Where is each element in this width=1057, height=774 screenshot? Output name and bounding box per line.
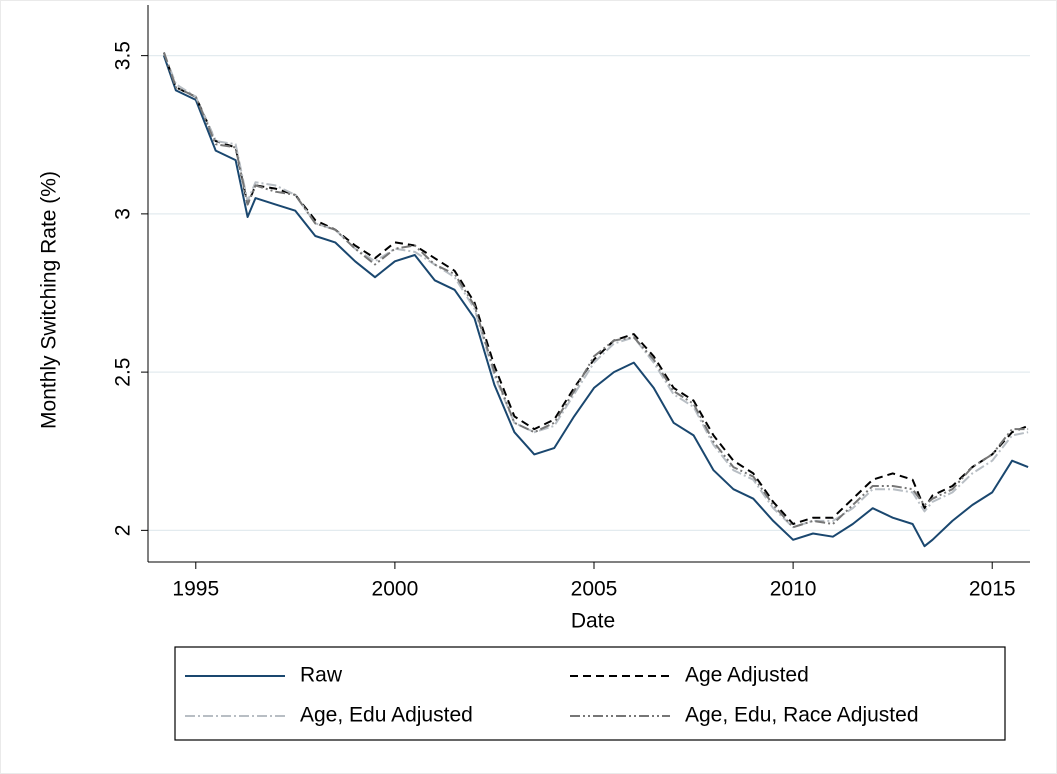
series-line <box>162 52 1029 529</box>
y-tick-label: 3.5 <box>112 41 135 70</box>
legend-label: Age Adjusted <box>685 664 809 687</box>
legend-label: Raw <box>300 664 343 687</box>
y-tick-label: 3 <box>112 208 135 220</box>
x-tick-label: 1995 <box>172 578 219 601</box>
y-tick-label: 2.5 <box>112 358 135 387</box>
x-tick-label: 2005 <box>571 578 618 601</box>
y-axis-label: Monthly Switching Rate (%) <box>38 171 61 429</box>
x-axis-label: Date <box>571 610 615 633</box>
x-tick-label: 2000 <box>372 578 419 601</box>
legend-label: Age, Edu Adjusted <box>300 704 473 727</box>
series-line <box>162 52 1029 529</box>
legend-box <box>174 646 1006 741</box>
x-tick-label: 2010 <box>770 578 817 601</box>
y-tick-label: 2 <box>112 525 135 537</box>
legend-label: Age, Edu, Race Adjusted <box>685 704 919 727</box>
series-line <box>162 55 1029 548</box>
x-tick-label: 2015 <box>969 578 1016 601</box>
